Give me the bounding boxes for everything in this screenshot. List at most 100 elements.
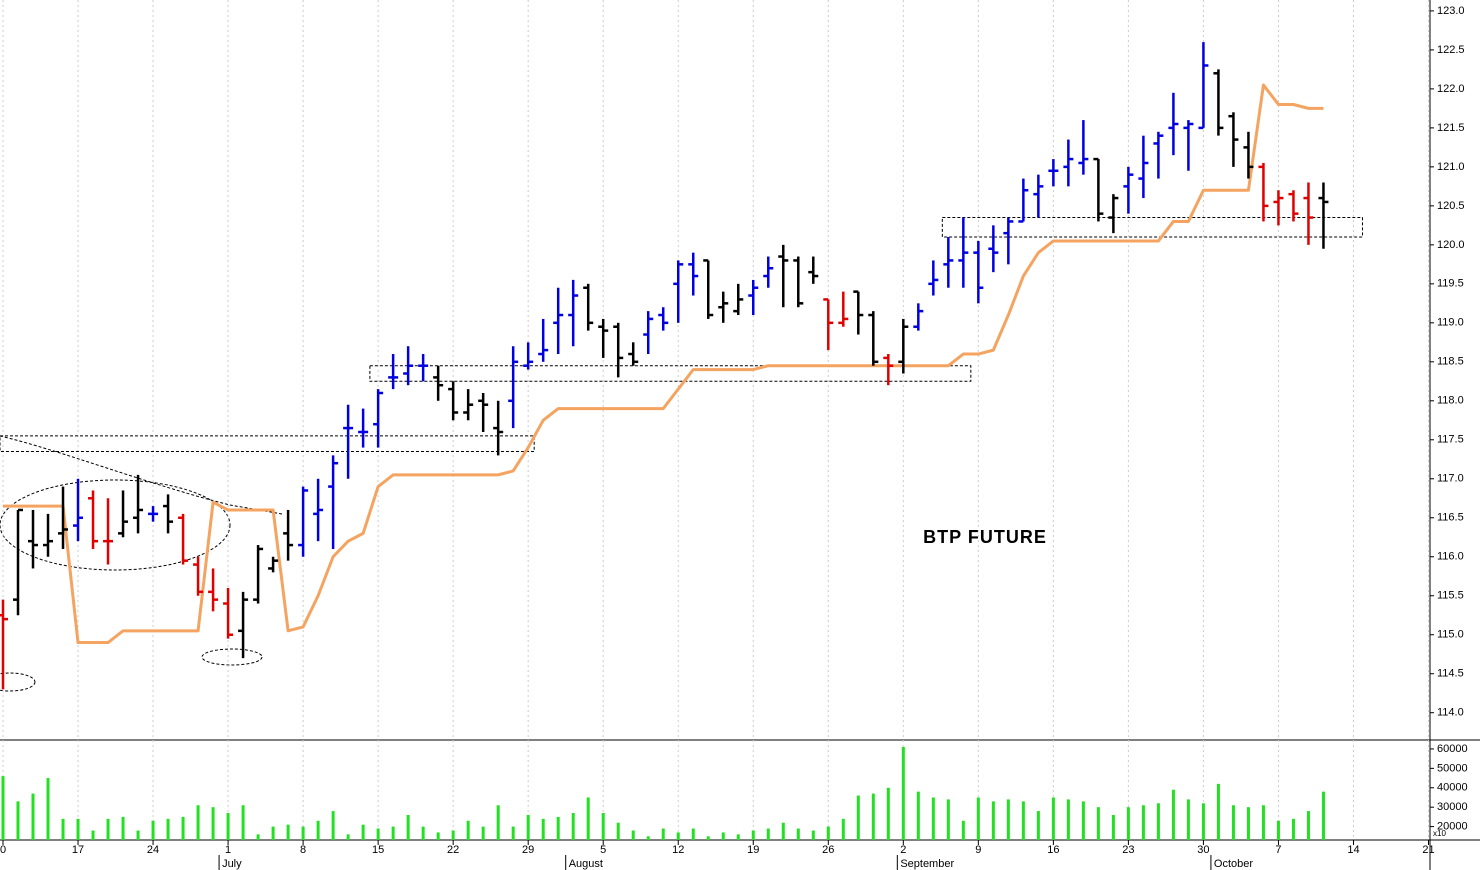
y-tick-label: 117.0 [1437, 473, 1464, 485]
ohlc-bar [343, 404, 354, 479]
y-tick-label: 114.0 [1437, 707, 1464, 719]
ohlc-bar [733, 283, 744, 316]
y-tick-label: 122.5 [1437, 44, 1465, 56]
ohlc-bar [1228, 112, 1239, 167]
ohlc-bar [298, 486, 309, 557]
ohlc-bar [58, 486, 69, 549]
ohlc-bar [1198, 42, 1209, 130]
ohlc-bar [1138, 135, 1149, 199]
ohlc-bar [808, 256, 819, 284]
y-tick-label: 123.0 [1437, 5, 1465, 17]
ohlc-bar [1243, 131, 1254, 179]
volume-unit: x10 [1433, 829, 1446, 838]
y-tick-label: 121.5 [1437, 122, 1465, 134]
zone [941, 217, 1363, 238]
x-tick-label: 17 [72, 844, 84, 856]
volume-tick-label: 40000 [1437, 782, 1468, 794]
ohlc-bar [133, 474, 144, 534]
ohlc-bar [463, 389, 474, 421]
ohlc-bar [0, 599, 9, 690]
support-line [3, 83, 1324, 645]
ohlc-bar [943, 237, 954, 288]
volume-tick-label: 20000 [1437, 821, 1468, 833]
x-tick-label: 1 [225, 844, 231, 856]
ohlc-bar [958, 217, 969, 288]
volume-tick-label: 50000 [1437, 762, 1468, 774]
ohlc-bar [493, 400, 504, 456]
trend-line [0, 435, 283, 515]
ohlc-bar [823, 298, 834, 351]
ohlc-bar [358, 408, 369, 448]
y-tick-label: 118.0 [1437, 395, 1464, 407]
ohlc-bar [433, 365, 444, 401]
y-tick-label: 120.5 [1437, 200, 1465, 212]
month-label: October [1214, 858, 1253, 870]
ohlc-bar [583, 283, 594, 331]
drawn-annotations [0, 435, 283, 692]
ohlc-bar [673, 260, 684, 323]
ohlc-bar [193, 556, 204, 596]
ohlc-bar [208, 568, 219, 612]
ohlc-bar [13, 508, 24, 616]
ohlc-bar [313, 478, 324, 542]
x-tick-label: 15 [372, 844, 384, 856]
x-tick-label: 12 [672, 844, 684, 856]
y-tick-label: 114.5 [1437, 668, 1464, 680]
ohlc-bar [613, 322, 624, 378]
zone [0, 435, 535, 452]
ohlc-bar [883, 354, 894, 386]
ohlc-bar [973, 240, 984, 304]
ohlc-bar [238, 591, 249, 659]
ellipse [0, 672, 36, 692]
ohlc-bar [88, 490, 99, 549]
x-tick-label: 14 [1347, 844, 1359, 856]
ohlc-bar [28, 509, 39, 569]
ohlc-bar [118, 490, 129, 538]
ohlc-bar [598, 318, 609, 358]
ohlc-bar [718, 291, 729, 323]
ohlc-bar [448, 381, 459, 421]
ohlc-bar [373, 389, 384, 448]
y-tick-label: 115.5 [1437, 590, 1464, 602]
zone [369, 365, 972, 382]
ohlc-bar [1063, 139, 1074, 187]
ohlc-bar [1153, 131, 1164, 179]
ohlc-bar [103, 498, 114, 565]
x-tick-label: 22 [447, 844, 459, 856]
x-tick-label: 9 [975, 844, 981, 856]
x-tick-label: 24 [147, 844, 159, 856]
ohlc-bar [538, 318, 549, 362]
ohlc-bar [853, 290, 864, 335]
ohlc-bar [838, 291, 849, 327]
ohlc-bar [688, 252, 699, 296]
volume-tick-label: 60000 [1437, 743, 1468, 755]
x-tick-label: 8 [300, 844, 306, 856]
ohlc-bar [748, 279, 759, 316]
x-tick-label: 21 [1422, 844, 1434, 856]
annotation: BTP FUTURE [923, 527, 1047, 547]
ohlc-bar [553, 287, 564, 355]
ohlc-bar [778, 244, 789, 308]
ohlc-bar [1018, 178, 1029, 223]
month-label: September [900, 858, 954, 870]
ohlc-bar [178, 513, 189, 565]
ohlc-bar [1303, 182, 1314, 245]
ellipse [0, 479, 231, 571]
ohlc-bar [403, 346, 414, 386]
ohlc-bar [223, 587, 234, 639]
ohlc-bar [703, 259, 714, 319]
y-tick-label: 115.0 [1437, 629, 1464, 641]
ohlc-bar [1213, 69, 1224, 136]
ohlc-bar [658, 307, 669, 331]
ohlc-bar [508, 346, 519, 429]
x-tick-label: 23 [1122, 844, 1134, 856]
y-tick-label: 121.0 [1437, 161, 1465, 173]
x-tick-label: 30 [1197, 844, 1209, 856]
y-tick-label: 120.0 [1437, 239, 1465, 251]
y-tick-label: 122.0 [1437, 83, 1465, 95]
ohlc-bar [643, 311, 654, 355]
ohlc-bar [163, 494, 174, 534]
ohlc-bar [478, 393, 489, 432]
volume-tick-label: 30000 [1437, 801, 1468, 813]
ohlc-bar [418, 354, 429, 382]
